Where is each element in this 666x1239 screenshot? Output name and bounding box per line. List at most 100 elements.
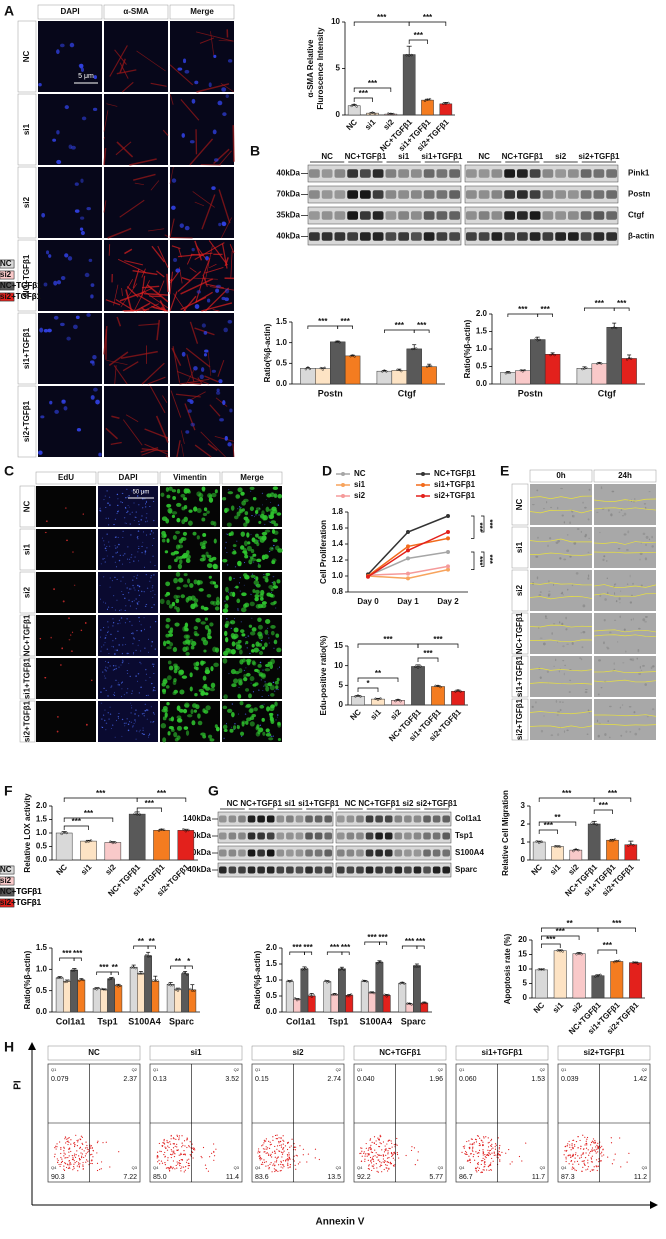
column-header: Vimentin xyxy=(173,473,207,482)
cell xyxy=(118,537,119,538)
event xyxy=(68,1142,69,1143)
cell xyxy=(138,504,140,505)
event xyxy=(268,1141,269,1142)
event xyxy=(381,1143,382,1144)
cell xyxy=(133,652,134,653)
cell xyxy=(175,599,179,603)
event xyxy=(282,1164,283,1165)
bar xyxy=(588,824,600,860)
event xyxy=(466,1154,467,1155)
event xyxy=(87,1160,88,1161)
blot-band xyxy=(238,867,246,874)
event xyxy=(477,1167,478,1168)
quadrant-name: Q4 xyxy=(255,1165,261,1170)
quadrant-value: 0.079 xyxy=(51,1076,69,1083)
x-tick-label: Tsp1 xyxy=(328,1016,348,1026)
event xyxy=(584,1144,585,1145)
event xyxy=(370,1138,371,1139)
cell xyxy=(261,679,262,680)
event xyxy=(476,1168,477,1169)
blot-band xyxy=(414,850,422,857)
cell xyxy=(245,705,251,708)
event xyxy=(303,1154,304,1155)
event xyxy=(391,1153,392,1154)
event xyxy=(592,1156,593,1157)
cell xyxy=(259,593,263,597)
event xyxy=(180,1168,181,1169)
cell xyxy=(85,273,90,277)
event xyxy=(299,1145,300,1146)
cell xyxy=(186,730,189,736)
point xyxy=(446,564,450,568)
cell xyxy=(231,727,232,728)
cell xyxy=(183,59,186,64)
event xyxy=(566,1161,567,1162)
cell xyxy=(270,705,275,709)
event xyxy=(464,1145,465,1146)
cell xyxy=(175,268,180,272)
cell xyxy=(125,610,126,611)
y-tick-label: 0.0 xyxy=(36,1007,48,1016)
cell xyxy=(569,691,571,693)
cell xyxy=(154,604,155,605)
cell xyxy=(264,681,265,682)
cell xyxy=(566,730,568,732)
event xyxy=(380,1136,381,1137)
event xyxy=(67,1164,68,1165)
cell xyxy=(141,624,142,625)
event xyxy=(63,1169,64,1170)
legend-label: si1+TGFβ1 xyxy=(434,480,476,489)
cell xyxy=(225,587,229,593)
cell xyxy=(256,604,261,609)
event xyxy=(361,1148,362,1149)
cell xyxy=(256,732,260,737)
cell xyxy=(255,641,259,646)
cell xyxy=(166,640,170,644)
cell xyxy=(44,283,48,287)
micrograph xyxy=(38,167,102,238)
cell xyxy=(194,81,198,85)
cell xyxy=(94,75,97,79)
event xyxy=(495,1149,496,1150)
event xyxy=(296,1155,297,1156)
event xyxy=(101,1161,102,1162)
cell xyxy=(206,510,210,513)
cell xyxy=(113,524,115,525)
cell xyxy=(261,640,263,641)
event xyxy=(483,1158,484,1159)
flow-title: NC xyxy=(88,1048,100,1057)
cell xyxy=(257,664,261,668)
cell xyxy=(142,507,143,508)
quadrant-value: 0.15 xyxy=(255,1076,269,1083)
point xyxy=(446,514,450,518)
event xyxy=(491,1139,492,1140)
significance-bracket xyxy=(97,972,111,975)
cell xyxy=(257,618,261,623)
event xyxy=(598,1166,599,1167)
event xyxy=(79,1138,80,1139)
event xyxy=(188,1145,189,1146)
cell xyxy=(562,702,563,703)
cell xyxy=(61,399,66,404)
event xyxy=(612,1163,613,1164)
panel-label: B xyxy=(250,143,260,159)
cell xyxy=(160,599,165,605)
cell xyxy=(256,542,259,546)
event xyxy=(496,1145,497,1146)
cell xyxy=(172,496,176,500)
event xyxy=(597,1143,598,1144)
panel-label: D xyxy=(322,463,332,479)
cell xyxy=(209,82,212,87)
y-tick-label: 1.0 xyxy=(36,828,48,837)
cell xyxy=(607,720,608,722)
cell xyxy=(107,632,108,633)
cell xyxy=(151,607,153,608)
event xyxy=(75,1135,76,1136)
event xyxy=(268,1168,269,1169)
cell xyxy=(250,721,255,726)
cell xyxy=(250,506,254,511)
micrograph xyxy=(36,615,96,656)
cell xyxy=(240,732,244,736)
cell xyxy=(178,670,183,675)
cell xyxy=(86,724,88,726)
